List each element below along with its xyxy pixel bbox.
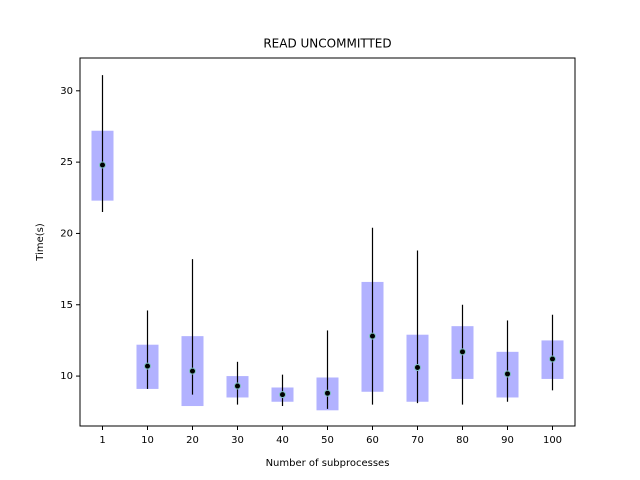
mean-marker	[324, 389, 331, 397]
y-tick-label: 10	[60, 371, 73, 382]
mean-marker	[504, 370, 511, 378]
mean-marker	[414, 364, 421, 372]
x-tick-label: 80	[456, 435, 469, 446]
mean-marker	[459, 348, 466, 356]
y-tick-label: 30	[60, 86, 73, 97]
mean-marker	[189, 367, 196, 375]
x-tick-label: 100	[543, 435, 562, 446]
x-axis-label: Number of subprocesses	[266, 458, 390, 469]
mean-marker	[549, 355, 556, 363]
x-tick-label: 40	[276, 435, 289, 446]
y-tick-label: 15	[60, 300, 73, 311]
y-tick-label: 20	[60, 228, 73, 239]
x-tick-label: 50	[321, 435, 334, 446]
mean-marker	[369, 332, 376, 340]
x-tick-label: 10	[141, 435, 154, 446]
mean-marker	[234, 382, 241, 390]
x-tick-label: 90	[501, 435, 514, 446]
y-tick-label: 25	[60, 157, 73, 168]
mean-marker	[144, 362, 151, 370]
plot-frame	[79, 57, 576, 427]
y-axis-label: Time(s)	[35, 223, 46, 262]
chart-title: READ UNCOMMITTED	[263, 37, 391, 51]
mean-marker	[99, 161, 106, 169]
x-tick-label: 70	[411, 435, 424, 446]
x-tick-label: 1	[99, 435, 105, 446]
mean-marker	[279, 391, 286, 399]
x-tick-label: 20	[186, 435, 199, 446]
x-tick-label: 60	[366, 435, 379, 446]
x-tick-label: 30	[231, 435, 244, 446]
